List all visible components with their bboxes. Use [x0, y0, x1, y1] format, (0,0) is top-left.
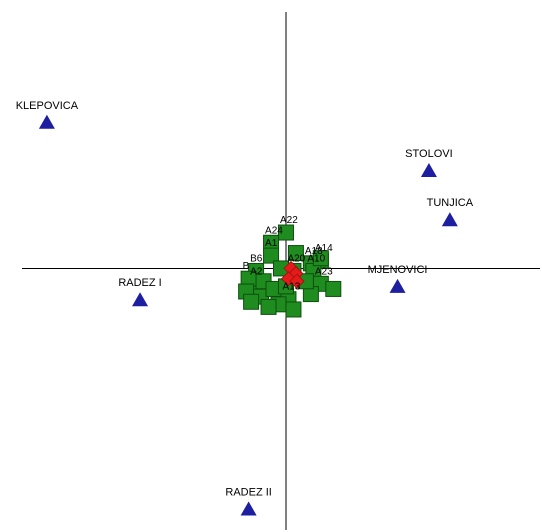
species-point [312, 250, 329, 267]
species-label: B [243, 261, 250, 272]
species-point [285, 301, 302, 318]
species-point [287, 245, 304, 262]
species-label: A2 [250, 266, 263, 277]
site-point [441, 212, 458, 227]
species-label: A20 [287, 254, 305, 265]
site-label: MJENOVICI [368, 264, 428, 276]
centroid-point [289, 273, 305, 289]
site-triangles [38, 114, 458, 516]
species-point [263, 247, 280, 264]
species-label: A24 [265, 225, 283, 236]
point-labels: KLEPOVICA STOLOVI TUNJICA MJENOVICI RADEZ I R… [16, 100, 474, 499]
site-label: RADEZ I [118, 277, 161, 289]
site-label: RADEZ II [225, 486, 271, 498]
site-point [132, 292, 149, 307]
site-point [389, 278, 406, 293]
species-point [325, 280, 342, 297]
species-label: A22 [280, 215, 298, 226]
species-label: A10 [307, 254, 325, 265]
site-point [420, 162, 437, 177]
species-point [277, 224, 294, 241]
centroid-markers [280, 260, 305, 289]
species-label: A1 [265, 238, 278, 249]
species-label: A23 [315, 266, 333, 277]
site-label: KLEPOVICA [16, 100, 79, 112]
species-point [260, 298, 277, 315]
site-label: TUNJICA [427, 197, 474, 209]
species-point [243, 293, 260, 310]
site-label: STOLOVI [405, 148, 452, 160]
site-point [240, 501, 257, 516]
species-label: A13 [282, 282, 300, 293]
species-squares [238, 224, 342, 318]
species-label: A18 [305, 246, 323, 257]
species-label: B6 [250, 254, 263, 265]
site-point [38, 114, 55, 129]
species-label: A14 [315, 243, 333, 254]
